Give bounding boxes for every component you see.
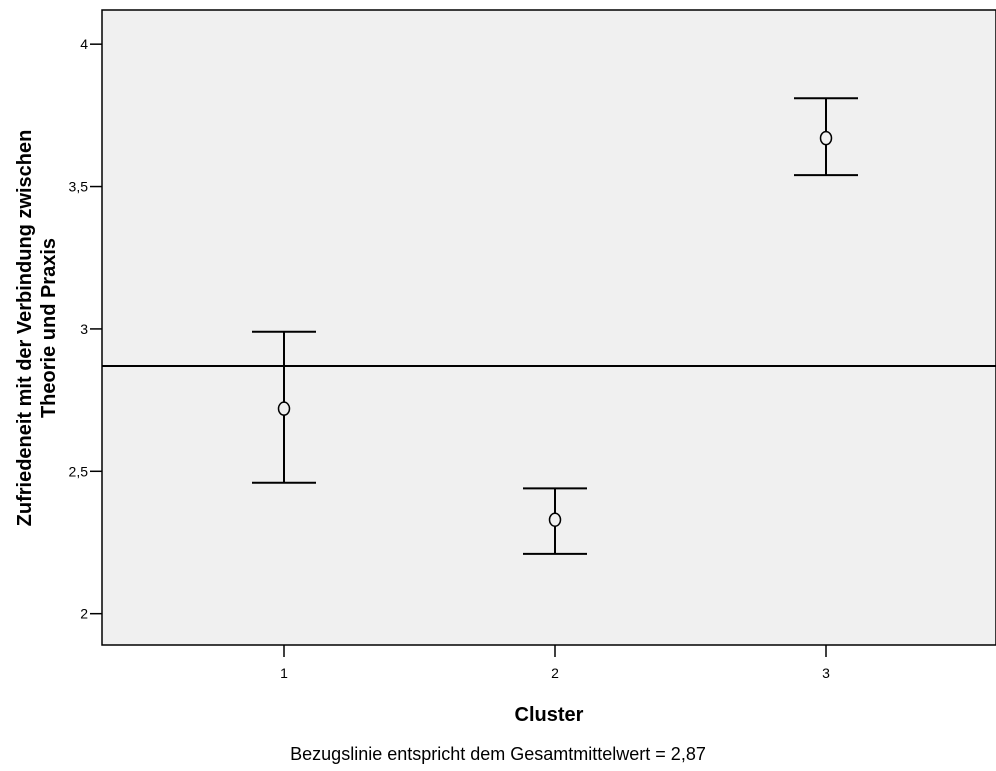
y-axis: 2 2,5 3 3,5 4 xyxy=(69,36,102,622)
plot-area xyxy=(101,9,996,646)
x-tick-label: 2 xyxy=(551,665,559,681)
x-tick-label: 3 xyxy=(822,665,830,681)
y-tick-label: 3 xyxy=(80,321,88,337)
y-tick-label: 3,5 xyxy=(69,179,89,195)
mean-marker xyxy=(819,130,833,146)
x-axis: 1 2 3 xyxy=(280,645,830,681)
mean-marker xyxy=(277,401,291,416)
y-tick-label: 2 xyxy=(80,606,88,622)
error-bars-group xyxy=(252,97,858,555)
y-tick-label: 2,5 xyxy=(69,463,89,479)
x-tick-label: 1 xyxy=(280,665,288,681)
mean-marker xyxy=(548,512,562,527)
y-axis-title-line-1: Zufriedeneit mit der Verbindung zwischen xyxy=(14,130,36,527)
y-axis-title-line-2: Theorie und Praxis xyxy=(38,238,60,418)
y-axis-title: Zufriedeneit mit der Verbindung zwischen… xyxy=(14,130,60,527)
y-tick-label: 4 xyxy=(80,36,88,52)
x-axis-title: Cluster xyxy=(515,704,584,726)
reference-line-footnote: Bezugslinie entspricht dem Gesamtmittelw… xyxy=(290,744,706,764)
